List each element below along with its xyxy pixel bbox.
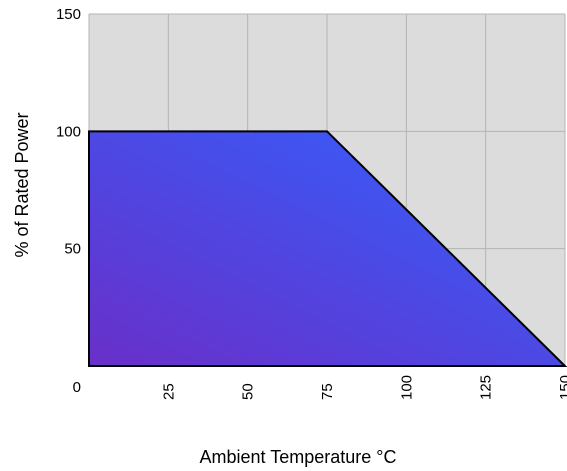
derating-area: [88, 130, 567, 367]
x-tick-label: 75: [319, 383, 336, 400]
x-tick-label: 100: [398, 375, 415, 400]
y-tick-label: 100: [56, 123, 81, 140]
y-tick-label: 50: [64, 241, 81, 258]
y-axis-title: % of Rated Power: [12, 112, 32, 257]
x-axis-title: Ambient Temperature °C: [200, 447, 397, 467]
y-tick-label: 0: [73, 379, 81, 396]
y-tick-label: 150: [56, 6, 81, 23]
x-tick-label: 125: [478, 375, 495, 400]
x-tick-labels: 25 50 75 100 125 150: [160, 375, 567, 400]
x-tick-label: 150: [557, 375, 567, 400]
x-tick-label: 50: [240, 383, 257, 400]
y-tick-labels: 0 50 100 150: [56, 6, 81, 396]
x-tick-label: 25: [160, 383, 177, 400]
